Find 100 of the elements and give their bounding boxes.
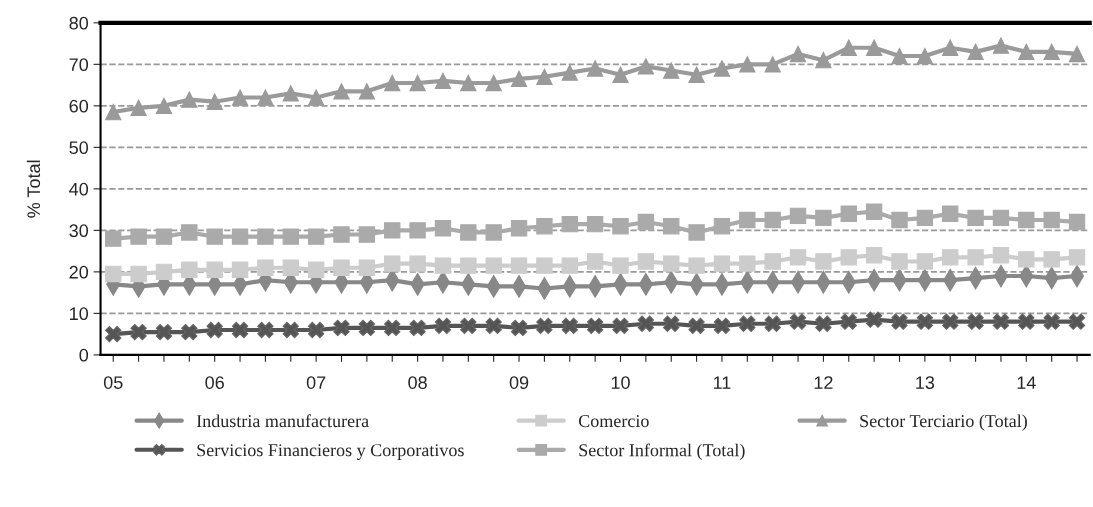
y-tick-label: 70 bbox=[69, 58, 89, 72]
point bbox=[1018, 43, 1035, 61]
point bbox=[942, 313, 959, 330]
point bbox=[1043, 43, 1060, 61]
point bbox=[865, 39, 883, 56]
point bbox=[1018, 211, 1035, 229]
point bbox=[181, 224, 198, 241]
point bbox=[307, 321, 325, 339]
point bbox=[536, 257, 553, 274]
point bbox=[992, 37, 1010, 54]
point bbox=[333, 226, 350, 243]
point bbox=[1043, 251, 1060, 268]
point bbox=[155, 228, 173, 245]
point bbox=[181, 323, 198, 341]
point bbox=[434, 220, 452, 237]
point bbox=[840, 249, 857, 266]
point bbox=[206, 93, 223, 110]
point bbox=[358, 83, 376, 100]
point bbox=[333, 319, 350, 337]
point bbox=[307, 261, 325, 278]
y-tick-label: 50 bbox=[69, 141, 89, 155]
point bbox=[181, 91, 198, 108]
point bbox=[916, 253, 934, 270]
point bbox=[967, 43, 984, 61]
point bbox=[384, 319, 401, 337]
point bbox=[688, 257, 705, 274]
point bbox=[916, 313, 934, 330]
point bbox=[231, 89, 249, 106]
point bbox=[840, 205, 857, 222]
point bbox=[764, 56, 781, 73]
point bbox=[231, 261, 249, 278]
x-tick-label: 09 bbox=[509, 376, 529, 389]
point bbox=[384, 222, 401, 239]
point bbox=[663, 218, 680, 235]
point bbox=[561, 257, 578, 274]
point bbox=[206, 228, 223, 245]
point bbox=[333, 259, 350, 276]
point bbox=[510, 257, 528, 274]
point bbox=[1068, 313, 1086, 330]
point bbox=[865, 311, 883, 328]
point bbox=[688, 224, 705, 241]
point bbox=[485, 74, 502, 92]
point bbox=[865, 203, 883, 220]
legend-label: Industria manufacturera bbox=[196, 414, 369, 428]
point bbox=[713, 60, 731, 77]
point bbox=[789, 45, 807, 63]
point bbox=[130, 228, 147, 245]
point bbox=[739, 255, 756, 272]
point bbox=[536, 218, 553, 235]
y-tick-label: 20 bbox=[69, 265, 89, 279]
point bbox=[307, 228, 325, 245]
point bbox=[105, 325, 122, 343]
x-tick-label: 13 bbox=[916, 376, 935, 389]
point bbox=[257, 89, 274, 106]
point bbox=[586, 253, 604, 270]
point bbox=[130, 323, 147, 341]
point bbox=[789, 313, 807, 330]
x-tick-label: 07 bbox=[306, 376, 326, 389]
point bbox=[485, 317, 502, 335]
point bbox=[434, 257, 452, 274]
point bbox=[916, 47, 934, 65]
x-tick-label: 06 bbox=[205, 376, 224, 389]
point bbox=[891, 313, 908, 330]
point bbox=[942, 249, 959, 266]
point bbox=[561, 215, 578, 233]
point bbox=[510, 220, 528, 237]
x-tick-label: 05 bbox=[103, 376, 123, 389]
point bbox=[891, 253, 908, 270]
point bbox=[257, 321, 274, 339]
point bbox=[840, 39, 857, 56]
point bbox=[916, 209, 934, 227]
point bbox=[409, 74, 426, 92]
point bbox=[181, 261, 198, 278]
point bbox=[967, 249, 984, 266]
point bbox=[967, 313, 984, 330]
point bbox=[1068, 45, 1086, 63]
point bbox=[663, 315, 680, 332]
point bbox=[384, 255, 401, 272]
point bbox=[460, 317, 477, 335]
point bbox=[460, 224, 477, 241]
y-tick-label: 10 bbox=[70, 307, 89, 321]
point bbox=[967, 209, 984, 227]
point bbox=[231, 228, 249, 245]
point bbox=[1068, 249, 1086, 266]
point bbox=[764, 315, 781, 332]
point bbox=[637, 213, 655, 231]
x-tick-label: 12 bbox=[814, 376, 833, 389]
point bbox=[282, 321, 299, 339]
point bbox=[942, 39, 959, 56]
point bbox=[257, 259, 274, 276]
point bbox=[1068, 213, 1086, 231]
y-tick-label: 0 bbox=[79, 348, 89, 362]
x-tick-label: 14 bbox=[1017, 376, 1036, 389]
point bbox=[105, 230, 122, 247]
point bbox=[713, 218, 731, 235]
point bbox=[358, 319, 376, 337]
point bbox=[789, 249, 807, 266]
point bbox=[105, 265, 122, 283]
point bbox=[612, 66, 629, 83]
point bbox=[612, 317, 629, 335]
